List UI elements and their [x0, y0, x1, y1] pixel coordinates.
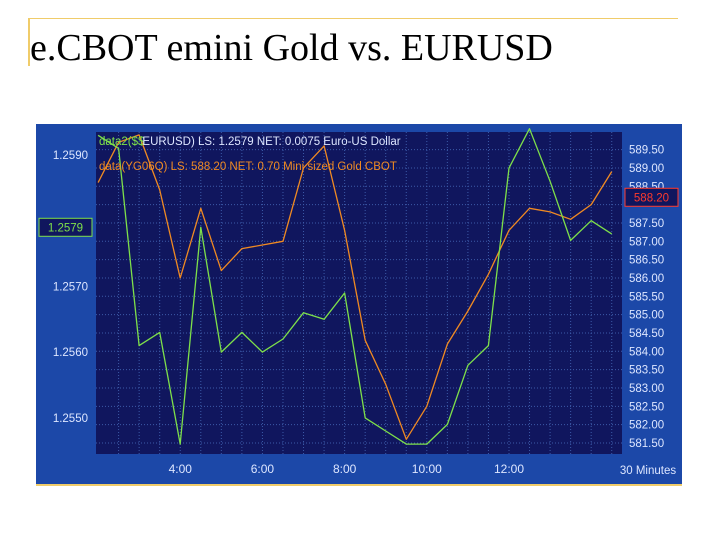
right-axis: 589.50589.00588.50587.50587.00586.50586.… [624, 145, 679, 450]
right-tick-label: 589.50 [629, 145, 664, 157]
right-tick-label: 586.50 [629, 255, 664, 267]
right-tick-label: 582.00 [629, 420, 664, 432]
series-line-gold [97, 134, 613, 440]
right-last-value-label: 588.20 [634, 192, 669, 204]
plot-area [96, 132, 622, 454]
right-tick-label: 589.00 [629, 163, 664, 175]
title-accent-bar [28, 18, 30, 66]
left-axis: 1.2590 1.2570 1.2560 1.2550 1.2579 [38, 150, 93, 425]
right-tick-label: 584.00 [629, 346, 664, 358]
right-tick-label: 587.50 [629, 218, 664, 230]
legend-entry: data2($$EURUSD) LS: 1.2579 NET: 0.0075 E… [99, 136, 401, 148]
right-tick-label: 583.50 [629, 365, 664, 377]
left-tick-label: 1.2570 [53, 281, 88, 293]
x-tick-label: 4:00 [169, 462, 193, 476]
right-tick-label: 585.00 [629, 310, 664, 322]
x-tick-label: 8:00 [333, 462, 357, 476]
right-tick-label: 586.00 [629, 273, 664, 285]
x-tick-label: 6:00 [251, 462, 275, 476]
left-tick-label: 1.2560 [53, 347, 88, 359]
right-tick-label: 585.50 [629, 291, 664, 303]
series-line-eurusd [97, 128, 613, 445]
right-tick-label: 582.50 [629, 401, 664, 413]
right-tick-label: 581.50 [629, 438, 664, 450]
left-tick-label: 1.2590 [53, 150, 88, 162]
x-axis-label: 30 Minutes [620, 465, 677, 477]
right-last-value-box [624, 187, 679, 207]
right-tick-label: 584.50 [629, 328, 664, 340]
legend-entry: data(YG06Q) LS: 588.20 NET: 0.70 Mini si… [99, 161, 397, 173]
grid [96, 132, 622, 454]
left-tick-label: 1.2550 [53, 413, 88, 425]
title-accent-rule [28, 18, 678, 19]
legend: data2($$EURUSD) LS: 1.2579 NET: 0.0075 E… [99, 136, 401, 173]
x-axis: 4:00 6:00 8:00 10:00 12:00 30 Minutes [169, 462, 677, 477]
slide-title: e.CBOT emini Gold vs. EURUSD [30, 27, 553, 69]
x-tick-label: 12:00 [494, 462, 524, 476]
right-tick-label: 583.00 [629, 383, 664, 395]
right-tick-label: 587.00 [629, 236, 664, 248]
left-last-value-box [38, 217, 93, 237]
left-last-value-label: 1.2579 [48, 222, 83, 234]
x-tick-label: 10:00 [412, 462, 442, 476]
bottom-rule [36, 484, 682, 486]
